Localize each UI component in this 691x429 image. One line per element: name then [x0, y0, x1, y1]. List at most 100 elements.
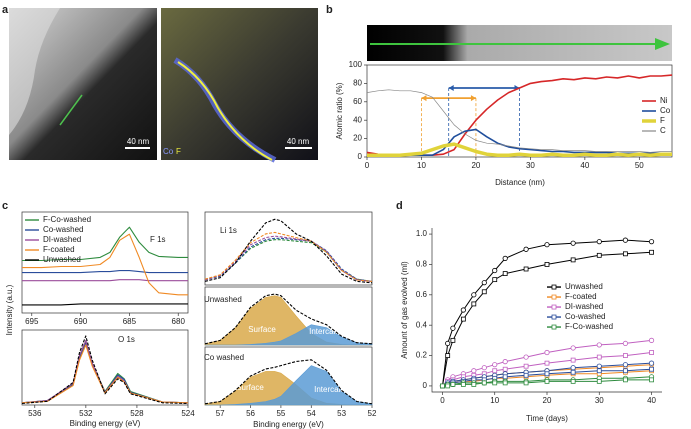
data-point	[596, 342, 602, 348]
data-point	[502, 359, 508, 365]
x-tick-label: 57	[216, 409, 225, 418]
x-tick-label: 54	[307, 409, 316, 418]
y-tick-label: 20	[353, 134, 362, 143]
x-axis-label: Time (days)	[526, 414, 568, 423]
series-line	[204, 239, 373, 282]
series-line	[204, 237, 373, 282]
legend-label: DI-washed	[43, 235, 81, 244]
data-point	[544, 371, 550, 377]
map-legend: Co	[163, 147, 174, 156]
data-point	[460, 316, 466, 322]
x-tick-label: 0	[440, 396, 445, 405]
data-point	[648, 360, 655, 366]
plot-frame	[21, 211, 189, 314]
x-tick-label: 528	[130, 409, 144, 418]
data-point	[551, 294, 557, 300]
x-tick-label: 0	[365, 161, 370, 170]
y-tick-label: 0	[358, 152, 363, 161]
series-line	[21, 335, 189, 405]
x-tick-label: 40	[647, 396, 656, 405]
y-axis-label: Atomic ratio (%)	[335, 82, 344, 139]
x-tick-label: 685	[123, 317, 137, 326]
legend-label: DI-washed	[565, 302, 603, 311]
data-point	[523, 372, 529, 378]
x-tick-label: 56	[246, 409, 255, 418]
data-point	[450, 337, 456, 343]
data-point	[622, 362, 629, 368]
tem-region	[9, 8, 60, 135]
data-point	[460, 307, 466, 313]
y-tick-label: 60	[353, 97, 362, 106]
legend-label: F-coated	[43, 245, 75, 254]
x-tick-label: 10	[490, 396, 499, 405]
map-legend: F	[176, 147, 181, 156]
panel-annotation: F 1s	[150, 235, 166, 244]
y-tick-label: 0.2	[416, 351, 428, 360]
data-point	[481, 289, 487, 295]
scan-arrow-head	[655, 38, 670, 50]
data-point	[502, 374, 508, 380]
x-tick-label: 536	[28, 409, 42, 418]
data-point	[551, 284, 557, 290]
f-band	[177, 61, 273, 161]
data-point	[523, 246, 529, 252]
series-line	[22, 279, 188, 282]
scan-line	[59, 94, 83, 126]
data-point	[471, 368, 477, 374]
area-label: Surface	[248, 325, 276, 334]
range-arrow-head	[448, 85, 454, 91]
data-point	[502, 271, 508, 276]
y-axis-label: Intensity (a.u.)	[5, 284, 14, 335]
series-line	[22, 270, 188, 274]
legend-label: Co	[660, 106, 671, 115]
data-point	[460, 382, 466, 387]
x-tick-label: 40	[580, 161, 589, 170]
data-point	[471, 292, 477, 298]
panel-label: b	[326, 4, 333, 16]
panel-label: c	[2, 200, 8, 212]
x-axis-label: Binding energy (eV)	[70, 419, 141, 428]
x-axis-label: Distance (nm)	[495, 178, 545, 187]
data-point	[471, 301, 477, 307]
data-point	[570, 257, 576, 263]
series-line	[204, 359, 373, 405]
legend-label: F-Co-washed	[565, 322, 613, 331]
data-point	[471, 382, 477, 387]
data-point	[492, 368, 498, 374]
data-point	[481, 380, 487, 386]
data-point	[523, 354, 529, 360]
series-line	[204, 218, 373, 284]
x-tick-label: 690	[74, 317, 88, 326]
axes	[431, 228, 662, 393]
y-tick-label: 80	[353, 79, 362, 88]
data-point	[596, 239, 602, 245]
data-point	[648, 239, 655, 245]
data-point	[502, 366, 508, 372]
x-tick-label: 20	[471, 161, 480, 170]
data-point	[492, 277, 498, 283]
scale-bar-label: 40 nm	[287, 137, 310, 146]
data-point	[502, 255, 508, 261]
legend-label: F-Co-washed	[43, 215, 91, 224]
data-point	[544, 242, 550, 248]
panel-annotation: Li 1s	[220, 226, 237, 235]
data-point	[596, 252, 602, 258]
data-point	[544, 262, 550, 267]
data-point	[570, 240, 576, 246]
data-point	[649, 350, 654, 355]
data-point	[544, 378, 550, 384]
data-point	[622, 237, 629, 243]
data-point	[570, 345, 576, 351]
data-point	[596, 378, 602, 384]
x-tick-label: 50	[635, 161, 644, 170]
panel-annotation: O 1s	[118, 335, 135, 344]
data-point	[492, 362, 498, 368]
legend-label: Co-washed	[565, 312, 605, 321]
x-tick-label: 30	[595, 396, 604, 405]
data-point	[596, 368, 602, 374]
data-point	[570, 369, 576, 375]
data-point	[523, 266, 529, 272]
series-line	[367, 142, 672, 157]
x-axis-label: Binding energy (eV)	[253, 420, 324, 429]
